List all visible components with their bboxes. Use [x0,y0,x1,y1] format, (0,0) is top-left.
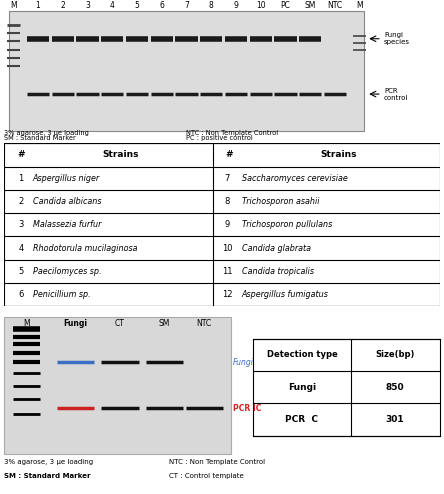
Text: Aspergillus niger: Aspergillus niger [33,174,100,183]
Bar [253,339,440,436]
Text: Fungi
species: Fungi species [384,32,410,45]
Text: Size(bp): Size(bp) [376,350,415,359]
Text: PC : positive control: PC : positive control [186,135,253,141]
Text: NTC: NTC [327,1,342,10]
Text: SM : Standard Marker: SM : Standard Marker [4,135,76,141]
Text: 8: 8 [225,197,230,206]
Text: 2: 2 [18,197,24,206]
Text: 10: 10 [222,244,233,252]
Text: 6: 6 [159,1,164,10]
Text: 4: 4 [18,244,24,252]
Text: 2: 2 [60,1,65,10]
Text: 3: 3 [85,1,90,10]
Text: 301: 301 [386,415,404,424]
Text: 11: 11 [222,267,233,276]
Text: SM : Standard Marker: SM : Standard Marker [4,473,91,479]
Text: 850: 850 [386,382,404,392]
Text: Aspergillus fumigatus: Aspergillus fumigatus [242,290,329,299]
Text: Saccharomyces cerevisiae: Saccharomyces cerevisiae [242,174,347,183]
Text: 7: 7 [225,174,230,183]
Text: Detection type: Detection type [266,350,337,359]
Text: Paecilomyces sp.: Paecilomyces sp. [33,267,101,276]
Text: Trichosporon pullulans: Trichosporon pullulans [242,220,332,229]
Text: NTC: NTC [197,319,212,328]
Text: M: M [357,1,363,10]
Text: Candida albicans: Candida albicans [33,197,101,206]
Text: Penicillium sp.: Penicillium sp. [33,290,90,299]
Text: SM: SM [305,1,316,10]
Text: PC: PC [281,1,290,10]
Text: 10: 10 [256,1,266,10]
Text: Strains: Strains [320,150,357,160]
Text: CT : Control template: CT : Control template [169,473,243,479]
Text: 5: 5 [135,1,139,10]
Text: 5: 5 [18,267,24,276]
Text: 1: 1 [18,174,24,183]
Text: SM: SM [159,319,170,328]
Text: 1: 1 [36,1,40,10]
Text: 9: 9 [225,220,230,229]
Text: NTC : Non Template Control: NTC : Non Template Control [169,459,265,465]
Text: Rhodotorula mucilaginosa: Rhodotorula mucilaginosa [33,244,137,252]
Text: Fungi: Fungi [288,382,316,392]
Text: 3: 3 [18,220,24,229]
Text: 3% agarose, 3 μe loading: 3% agarose, 3 μe loading [4,459,94,465]
Text: NTC : Non Template Control: NTC : Non Template Control [186,130,278,136]
Text: PCR IC: PCR IC [233,404,262,412]
Text: Candida tropicalis: Candida tropicalis [242,267,313,276]
Text: 12: 12 [222,290,233,299]
Text: 9: 9 [234,1,238,10]
Text: M: M [24,319,30,328]
Text: 4: 4 [110,1,115,10]
Text: M: M [10,1,16,10]
Text: 6: 6 [18,290,24,299]
Text: PCR  C: PCR C [285,415,318,424]
Text: 3% agarose, 3 μe loading: 3% agarose, 3 μe loading [4,130,89,136]
Text: Candida glabrata: Candida glabrata [242,244,311,252]
Text: Strains: Strains [103,150,139,160]
Text: PCR
control: PCR control [384,87,408,101]
Bar [9,11,364,131]
Bar [4,317,231,454]
Text: Trichosporon asahii: Trichosporon asahii [242,197,319,206]
Text: Fungi: Fungi [63,319,87,328]
Text: #: # [226,150,234,160]
Text: 8: 8 [209,1,214,10]
Text: #: # [17,150,24,160]
Text: CT: CT [115,319,125,328]
Text: Malassezia furfur: Malassezia furfur [33,220,101,229]
Text: Fungi: Fungi [233,358,254,367]
Text: 7: 7 [184,1,189,10]
